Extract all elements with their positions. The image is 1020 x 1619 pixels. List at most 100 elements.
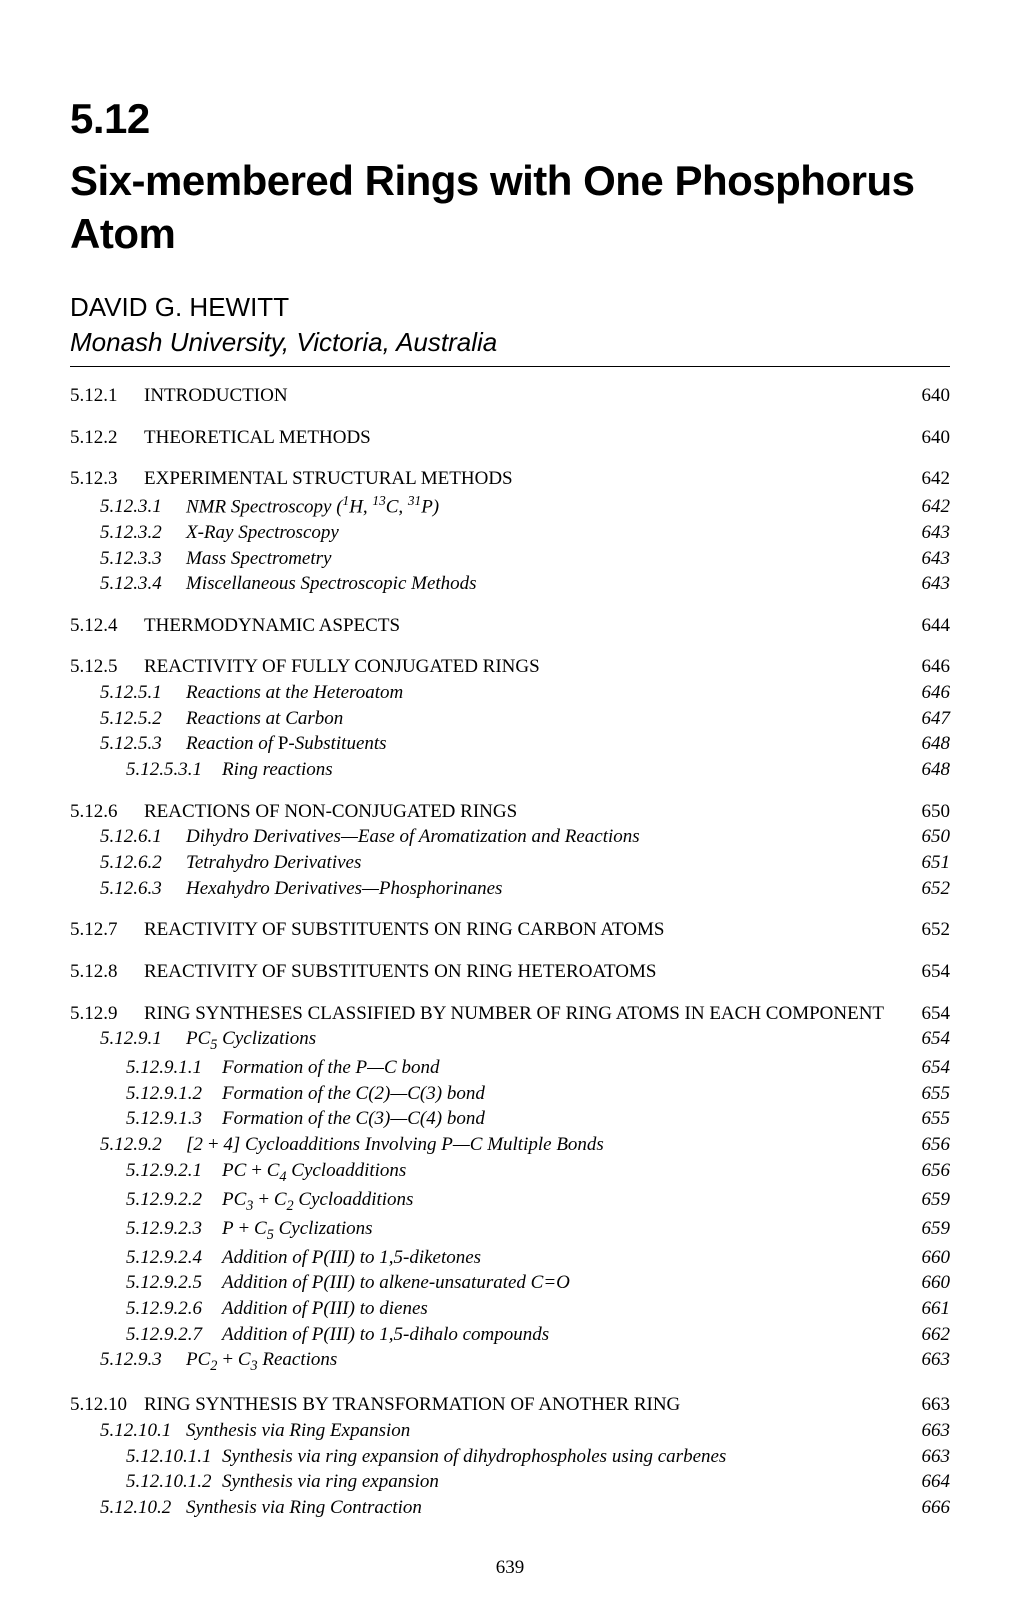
toc-entry: 5.12.10.1Synthesis via Ring Expansion663 — [100, 1418, 950, 1444]
toc-entry: 5.12.7REACTIVITY OF SUBSTITUENTS ON RING… — [70, 917, 950, 943]
toc-entry-page: 654 — [900, 1001, 950, 1027]
toc-entry-number: 5.12.9.1.3 — [126, 1106, 222, 1132]
toc-entry-page: 652 — [900, 917, 950, 943]
toc-entry-label: Addition of P(III) to 1,5-diketones — [222, 1245, 900, 1271]
toc-entry-number: 5.12.9.3 — [100, 1347, 186, 1373]
toc-entry-number: 5.12.6 — [70, 799, 144, 825]
toc-entry: 5.12.3.4Miscellaneous Spectroscopic Meth… — [100, 571, 950, 597]
toc-entry-page: 655 — [900, 1081, 950, 1107]
toc-entry-page: 662 — [900, 1322, 950, 1348]
toc-entry-page: 648 — [900, 731, 950, 757]
toc-entry-number: 5.12.10.2 — [100, 1495, 186, 1521]
toc-entry: 5.12.5.3.1Ring reactions648 — [126, 757, 950, 783]
toc-entry-label: PC + C4 Cycloadditions — [222, 1158, 900, 1187]
toc-entry: 5.12.5.3Reaction of P-Substituents648 — [100, 731, 950, 757]
toc-entry-label: Formation of the P—C bond — [222, 1055, 900, 1081]
toc-entry-label: NMR Spectroscopy (1H, 13C, 31P) — [186, 492, 900, 520]
toc-entry-label: THERMODYNAMIC ASPECTS — [144, 613, 900, 639]
toc-entry-label: Miscellaneous Spectroscopic Methods — [186, 571, 900, 597]
chapter-number: 5.12 — [70, 95, 950, 143]
toc-entry-number: 5.12.10.1.1 — [126, 1444, 222, 1470]
toc-divider — [70, 366, 950, 367]
toc-entry: 5.12.5.2Reactions at Carbon647 — [100, 706, 950, 732]
toc-entry-number: 5.12.9.2.4 — [126, 1245, 222, 1271]
toc-entry-number: 5.12.3.4 — [100, 571, 186, 597]
toc-entry: 5.12.10RING SYNTHESIS BY TRANSFORMATION … — [70, 1392, 950, 1418]
toc-entry-page: 644 — [900, 613, 950, 639]
toc-entry: 5.12.9.3PC2 + C3 Reactions663 — [100, 1347, 950, 1376]
toc-entry-page: 643 — [900, 571, 950, 597]
toc-entry: 5.12.9.1.1Formation of the P—C bond654 — [126, 1055, 950, 1081]
toc-entry-page: 663 — [900, 1347, 950, 1373]
toc-entry-label: Synthesis via ring expansion — [222, 1469, 900, 1495]
toc-entry: 5.12.6REACTIONS OF NON-CONJUGATED RINGS6… — [70, 799, 950, 825]
toc-entry-number: 5.12.3 — [70, 466, 144, 492]
toc-entry-page: 647 — [900, 706, 950, 732]
toc-entry-page: 646 — [900, 680, 950, 706]
chapter-title: Six-membered Rings with One Phosphorus A… — [70, 155, 950, 260]
toc-entry-number: 5.12.9.2.6 — [126, 1296, 222, 1322]
toc-entry: 5.12.6.2Tetrahydro Derivatives651 — [100, 850, 950, 876]
toc-entry: 5.12.9.1PC5 Cyclizations654 — [100, 1026, 950, 1055]
toc-entry-number: 5.12.9.1.2 — [126, 1081, 222, 1107]
toc-entry-label: X-Ray Spectroscopy — [186, 520, 900, 546]
toc-entry: 5.12.8REACTIVITY OF SUBSTITUENTS ON RING… — [70, 959, 950, 985]
toc-entry-label: P + C5 Cyclizations — [222, 1216, 900, 1245]
toc-entry-number: 5.12.3.2 — [100, 520, 186, 546]
toc-entry-page: 659 — [900, 1216, 950, 1242]
toc-entry: 5.12.6.3Hexahydro Derivatives—Phosphorin… — [100, 876, 950, 902]
table-of-contents: 5.12.1INTRODUCTION640 5.12.2THEORETICAL M… — [70, 383, 950, 1521]
toc-entry: 5.12.5REACTIVITY OF FULLY CONJUGATED RIN… — [70, 654, 950, 680]
toc-entry-page: 660 — [900, 1245, 950, 1271]
toc-entry-page: 650 — [900, 824, 950, 850]
page-number: 639 — [70, 1557, 950, 1579]
toc-entry-label: Tetrahydro Derivatives — [186, 850, 900, 876]
toc-entry-number: 5.12.9.2.5 — [126, 1270, 222, 1296]
toc-entry-number: 5.12.9.2.7 — [126, 1322, 222, 1348]
toc-entry-page: 656 — [900, 1158, 950, 1184]
toc-entry-label: Dihydro Derivatives—Ease of Aromatizatio… — [186, 824, 900, 850]
toc-entry-page: 656 — [900, 1132, 950, 1158]
toc-entry-page: 663 — [900, 1418, 950, 1444]
toc-entry-page: 663 — [900, 1392, 950, 1418]
toc-entry-number: 5.12.9.2.2 — [126, 1187, 222, 1213]
toc-entry: 5.12.10.1.2Synthesis via ring expansion6… — [126, 1469, 950, 1495]
toc-entry: 5.12.1INTRODUCTION640 — [70, 383, 950, 409]
toc-entry: 5.12.9.2[2 + 4] Cycloadditions Involving… — [100, 1132, 950, 1158]
toc-entry-page: 650 — [900, 799, 950, 825]
toc-entry-page: 640 — [900, 425, 950, 451]
toc-entry-label: REACTIVITY OF SUBSTITUENTS ON RING CARBO… — [144, 917, 900, 943]
toc-entry-label: Reaction of P-Substituents — [186, 731, 900, 757]
toc-entry-number: 5.12.9.1 — [100, 1026, 186, 1052]
toc-entry-number: 5.12.1 — [70, 383, 144, 409]
toc-entry: 5.12.9.2.7Addition of P(III) to 1,5-diha… — [126, 1322, 950, 1348]
toc-entry: 5.12.9.2.2PC3 + C2 Cycloadditions659 — [126, 1187, 950, 1216]
toc-entry: 5.12.9.2.5Addition of P(III) to alkene-u… — [126, 1270, 950, 1296]
toc-entry-label: PC5 Cyclizations — [186, 1026, 900, 1055]
toc-entry-label: Synthesis via Ring Expansion — [186, 1418, 900, 1444]
toc-entry: 5.12.9.2.3P + C5 Cyclizations659 — [126, 1216, 950, 1245]
toc-entry-page: 661 — [900, 1296, 950, 1322]
toc-entry-number: 5.12.7 — [70, 917, 144, 943]
toc-entry-page: 646 — [900, 654, 950, 680]
toc-entry-page: 642 — [900, 494, 950, 520]
toc-entry-label: RING SYNTHESES CLASSIFIED BY NUMBER OF R… — [144, 1001, 900, 1027]
toc-entry-label: EXPERIMENTAL STRUCTURAL METHODS — [144, 466, 900, 492]
toc-entry-number: 5.12.10.1 — [100, 1418, 186, 1444]
toc-entry: 5.12.9.1.3Formation of the C(3)—C(4) bon… — [126, 1106, 950, 1132]
toc-entry: 5.12.9RING SYNTHESES CLASSIFIED BY NUMBE… — [70, 1001, 950, 1027]
toc-entry-number: 5.12.5.3 — [100, 731, 186, 757]
toc-entry: 5.12.10.1.1Synthesis via ring expansion … — [126, 1444, 950, 1470]
toc-entry-page: 651 — [900, 850, 950, 876]
toc-entry-page: 640 — [900, 383, 950, 409]
toc-entry-page: 659 — [900, 1187, 950, 1213]
toc-entry-label: Formation of the C(3)—C(4) bond — [222, 1106, 900, 1132]
toc-entry: 5.12.4THERMODYNAMIC ASPECTS644 — [70, 613, 950, 639]
toc-entry: 5.12.10.2Synthesis via Ring Contraction6… — [100, 1495, 950, 1521]
toc-entry-label: Synthesis via Ring Contraction — [186, 1495, 900, 1521]
toc-entry-label: [2 + 4] Cycloadditions Involving P—C Mul… — [186, 1132, 900, 1158]
toc-entry-number: 5.12.9.1.1 — [126, 1055, 222, 1081]
toc-entry-label: Mass Spectrometry — [186, 546, 900, 572]
toc-entry: 5.12.2THEORETICAL METHODS640 — [70, 425, 950, 451]
toc-entry-page: 643 — [900, 520, 950, 546]
